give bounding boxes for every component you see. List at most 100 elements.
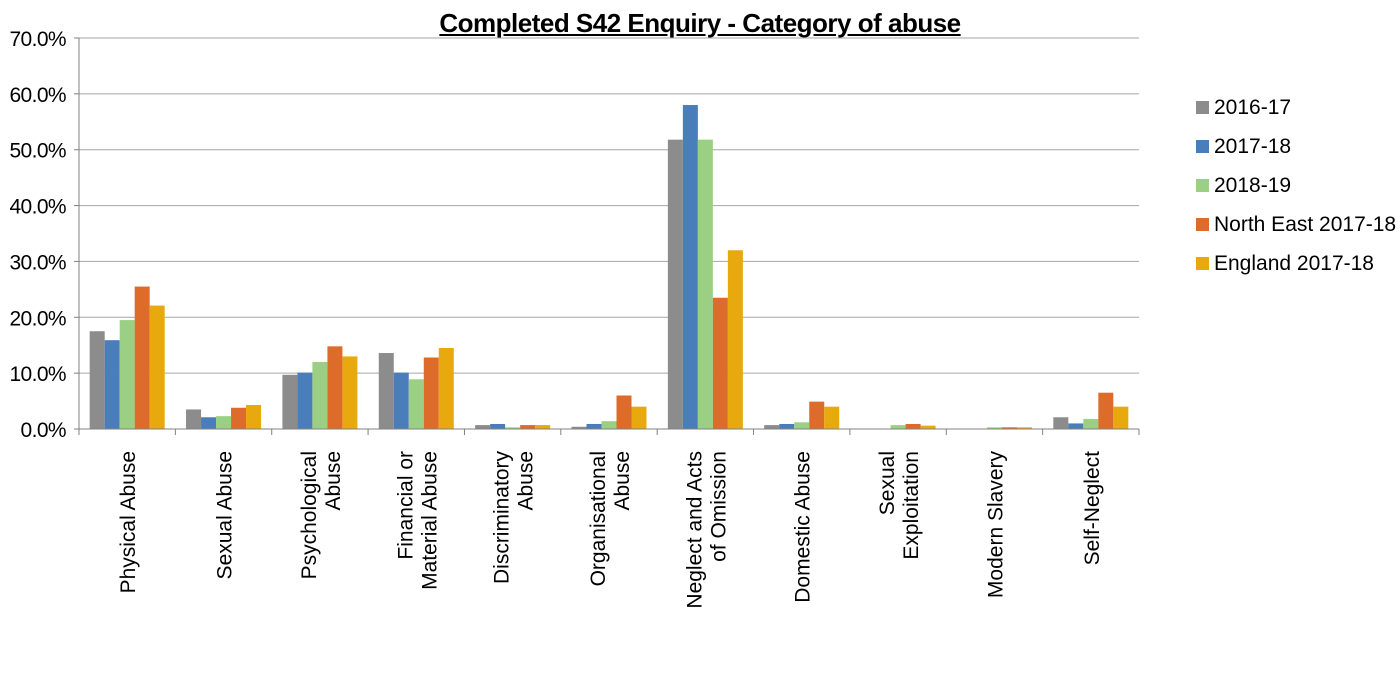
bar-2016-17 bbox=[89, 331, 105, 429]
bar-north-east-2017-18 bbox=[616, 395, 632, 429]
bar-north-east-2017-18 bbox=[134, 286, 150, 429]
x-tick-label-line: Abuse bbox=[611, 451, 634, 511]
x-tick-label: Sexual Exploitation bbox=[876, 451, 923, 560]
bar-england-2017-18 bbox=[920, 425, 936, 429]
x-tick-label: Physical Abuse bbox=[117, 451, 140, 593]
bar-england-2017-18 bbox=[727, 250, 743, 429]
legend: 2016-17 2017-18 2018-19 North East 2017-18 E… bbox=[1196, 88, 1396, 283]
bar-2017-18 bbox=[586, 423, 602, 429]
bar-2017-18 bbox=[201, 417, 217, 429]
bar-2017-18 bbox=[490, 423, 506, 429]
legend-swatch bbox=[1196, 101, 1209, 114]
legend-label: North East 2017-18 bbox=[1214, 212, 1397, 236]
x-tick-label-line: Modern Slavery bbox=[984, 451, 1007, 599]
bar-2017-18 bbox=[779, 423, 795, 429]
bar-2016-17 bbox=[186, 409, 202, 429]
bar-2016-17 bbox=[1053, 417, 1069, 429]
x-tick-label: Psychological Abuse bbox=[298, 451, 345, 579]
bar-north-east-2017-18 bbox=[809, 401, 825, 429]
x-tick-label-line: Organisational bbox=[587, 451, 610, 586]
x-tick-label: Discriminatory Abuse bbox=[491, 451, 538, 585]
x-tick-label-line: Abuse bbox=[322, 451, 345, 511]
bar-2018-19 bbox=[601, 421, 617, 429]
x-tick-label-line: Psychological bbox=[298, 451, 321, 579]
legend-label: England 2017-18 bbox=[1214, 251, 1374, 275]
y-tick-label: 20.0% bbox=[9, 307, 66, 330]
bar-2017-18 bbox=[1068, 423, 1084, 429]
bar-2017-18 bbox=[104, 340, 120, 429]
bar-2016-17 bbox=[764, 425, 780, 429]
bar-2016-17 bbox=[475, 425, 491, 429]
bar-2017-18 bbox=[682, 105, 698, 430]
bar-north-east-2017-18 bbox=[1098, 392, 1114, 429]
x-tick-label-line: Self-Neglect bbox=[1081, 451, 1104, 566]
y-axis-ticks: 0.0% 10.0% 20.0% 30.0% 40.0% 50.0% 60.0% 70.0% bbox=[9, 28, 66, 442]
bar-north-east-2017-18 bbox=[327, 346, 343, 429]
x-tick-label: Sexual Abuse bbox=[214, 451, 237, 579]
bar-2018-19 bbox=[312, 361, 328, 429]
bar-england-2017-18 bbox=[1113, 406, 1129, 429]
y-tick-label: 70.0% bbox=[9, 28, 66, 51]
x-tick-label-line: Domestic Abuse bbox=[792, 451, 815, 603]
x-tick-label: Domestic Abuse bbox=[792, 451, 815, 603]
bar-2016-17 bbox=[667, 139, 683, 429]
bar-england-2017-18 bbox=[342, 356, 358, 429]
bar-north-east-2017-18 bbox=[231, 407, 247, 429]
bar-north-east-2017-18 bbox=[520, 425, 536, 429]
bar-england-2017-18 bbox=[438, 348, 454, 429]
bar-2018-19 bbox=[408, 379, 424, 429]
legend-swatch bbox=[1196, 257, 1209, 270]
bar-england-2017-18 bbox=[1016, 427, 1032, 429]
y-tick-label: 50.0% bbox=[9, 140, 66, 163]
bar-north-east-2017-18 bbox=[712, 297, 728, 429]
bar-2018-19 bbox=[697, 139, 713, 429]
legend-item: England 2017-18 bbox=[1196, 244, 1396, 283]
x-axis-category-labels: Physical Abuse Sexual Abuse Psychological A… bbox=[117, 451, 1104, 609]
x-tick-label-line: Physical Abuse bbox=[117, 451, 140, 593]
x-tick-label: Neglect and Acts of Omission bbox=[683, 451, 730, 609]
bar-north-east-2017-18 bbox=[905, 423, 921, 429]
bar-2017-18 bbox=[393, 372, 409, 429]
bar-2018-19 bbox=[119, 320, 135, 429]
y-tick-label: 0.0% bbox=[21, 419, 66, 442]
bar-north-east-2017-18 bbox=[423, 357, 439, 429]
x-tick-label-line: Sexual bbox=[876, 451, 899, 515]
x-tick-label-line: Sexual Abuse bbox=[214, 451, 237, 579]
legend-label: 2016-17 bbox=[1214, 95, 1292, 119]
bar-2018-19 bbox=[986, 427, 1002, 429]
x-tick-label: Modern Slavery bbox=[984, 451, 1007, 599]
x-tick-label-line: Neglect and Acts bbox=[683, 451, 706, 609]
x-tick-label: Financial or Material Abuse bbox=[394, 451, 441, 590]
bar-2018-19 bbox=[1083, 418, 1099, 429]
bar-2016-17 bbox=[282, 374, 298, 429]
chart-title: Completed S42 Enquiry - Category of abus… bbox=[439, 8, 961, 38]
bar-2018-19 bbox=[794, 422, 810, 429]
bar-england-2017-18 bbox=[631, 406, 647, 429]
legend-swatch bbox=[1196, 179, 1209, 192]
x-tick-label-line: Material Abuse bbox=[418, 451, 441, 590]
legend-item: 2016-17 bbox=[1196, 88, 1396, 127]
legend-swatch bbox=[1196, 140, 1209, 153]
bar-2018-19 bbox=[890, 425, 906, 429]
x-tick-label: Self-Neglect bbox=[1081, 451, 1104, 566]
bar-2016-17 bbox=[571, 426, 587, 429]
legend-item: North East 2017-18 bbox=[1196, 205, 1396, 244]
x-tick-label-line: Abuse bbox=[515, 451, 538, 511]
legend-item: 2018-19 bbox=[1196, 166, 1396, 205]
y-tick-label: 40.0% bbox=[9, 196, 66, 219]
x-tick-label: Organisational Abuse bbox=[587, 451, 634, 586]
bar-england-2017-18 bbox=[149, 305, 165, 429]
x-tick-label-line: Discriminatory bbox=[491, 451, 514, 585]
axes bbox=[74, 37, 1140, 435]
bar-north-east-2017-18 bbox=[1001, 427, 1017, 429]
bar-2018-19 bbox=[216, 416, 232, 429]
y-tick-label: 60.0% bbox=[9, 84, 66, 107]
bar-england-2017-18 bbox=[246, 404, 262, 429]
x-tick-label-line: Exploitation bbox=[900, 451, 923, 560]
bar-england-2017-18 bbox=[535, 425, 551, 429]
gridlines bbox=[79, 37, 1139, 374]
legend-label: 2018-19 bbox=[1214, 173, 1292, 197]
y-tick-label: 30.0% bbox=[9, 251, 66, 274]
legend-item: 2017-18 bbox=[1196, 127, 1396, 166]
